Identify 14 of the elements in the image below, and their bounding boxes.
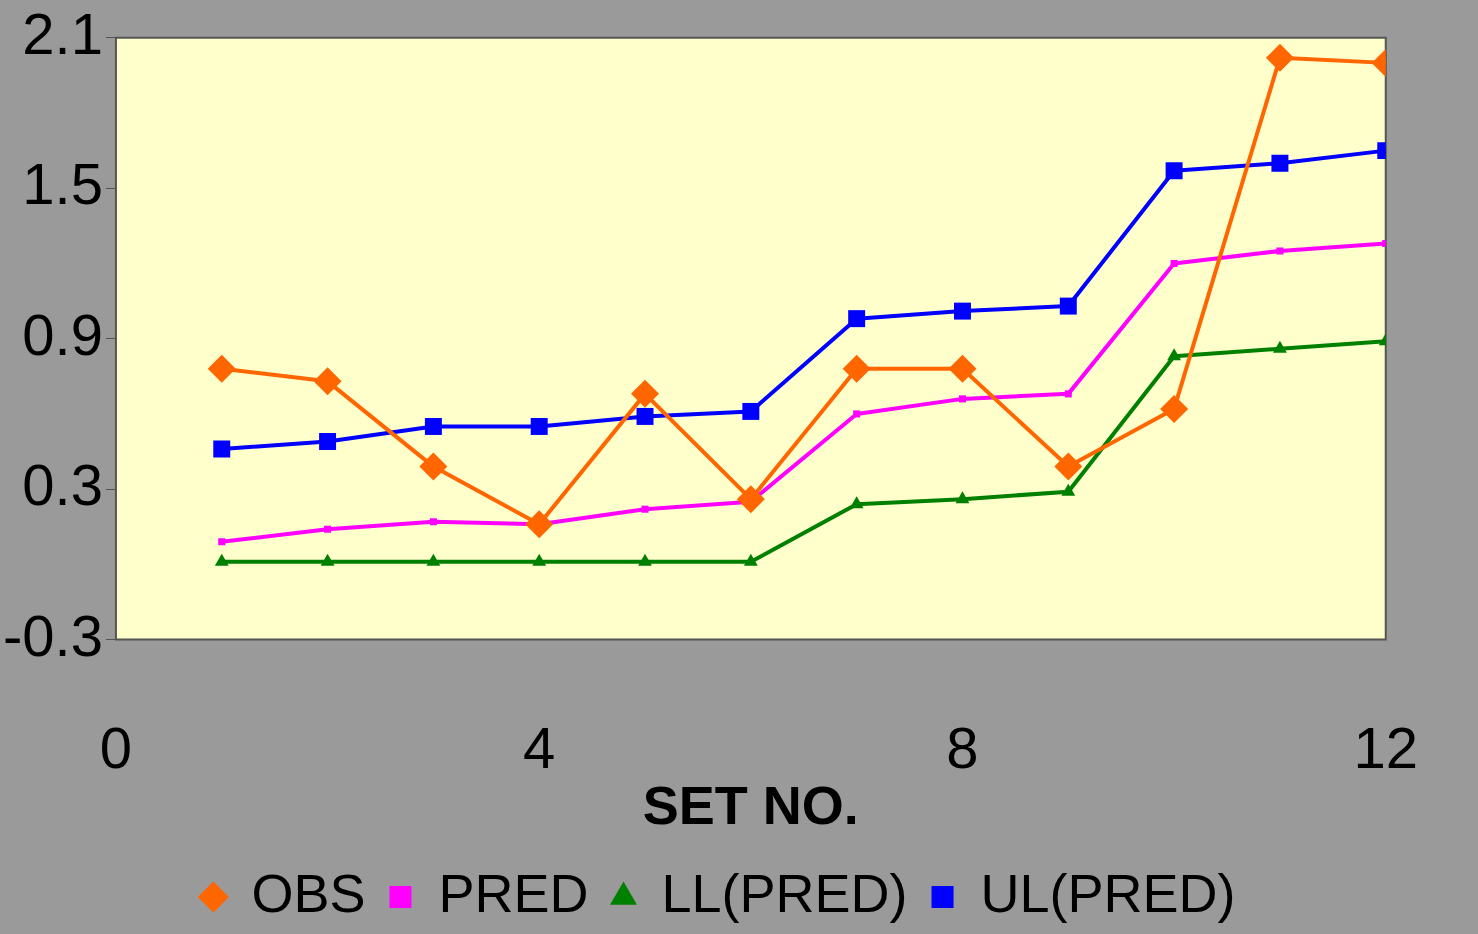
y-tick-label: 1.5 (22, 151, 103, 217)
legend-label: PRED (438, 862, 589, 923)
y-tick-label: -0.3 (2, 602, 103, 668)
x-tick-label: 8 (946, 715, 979, 781)
legend-label: OBS (251, 862, 366, 923)
y-tick-label: 0.3 (22, 452, 103, 518)
legend-label: LL(PRED) (661, 862, 908, 923)
x-axis-title: SET NO. (642, 775, 859, 836)
x-tick-label: 0 (99, 715, 133, 781)
x-tick-label: 12 (1353, 715, 1418, 781)
y-tick-label: 0.9 (22, 301, 103, 367)
x-tick-label: 4 (523, 715, 556, 781)
y-tick-label: 2.1 (22, 0, 103, 66)
legend-label: UL(PRED) (980, 862, 1236, 923)
